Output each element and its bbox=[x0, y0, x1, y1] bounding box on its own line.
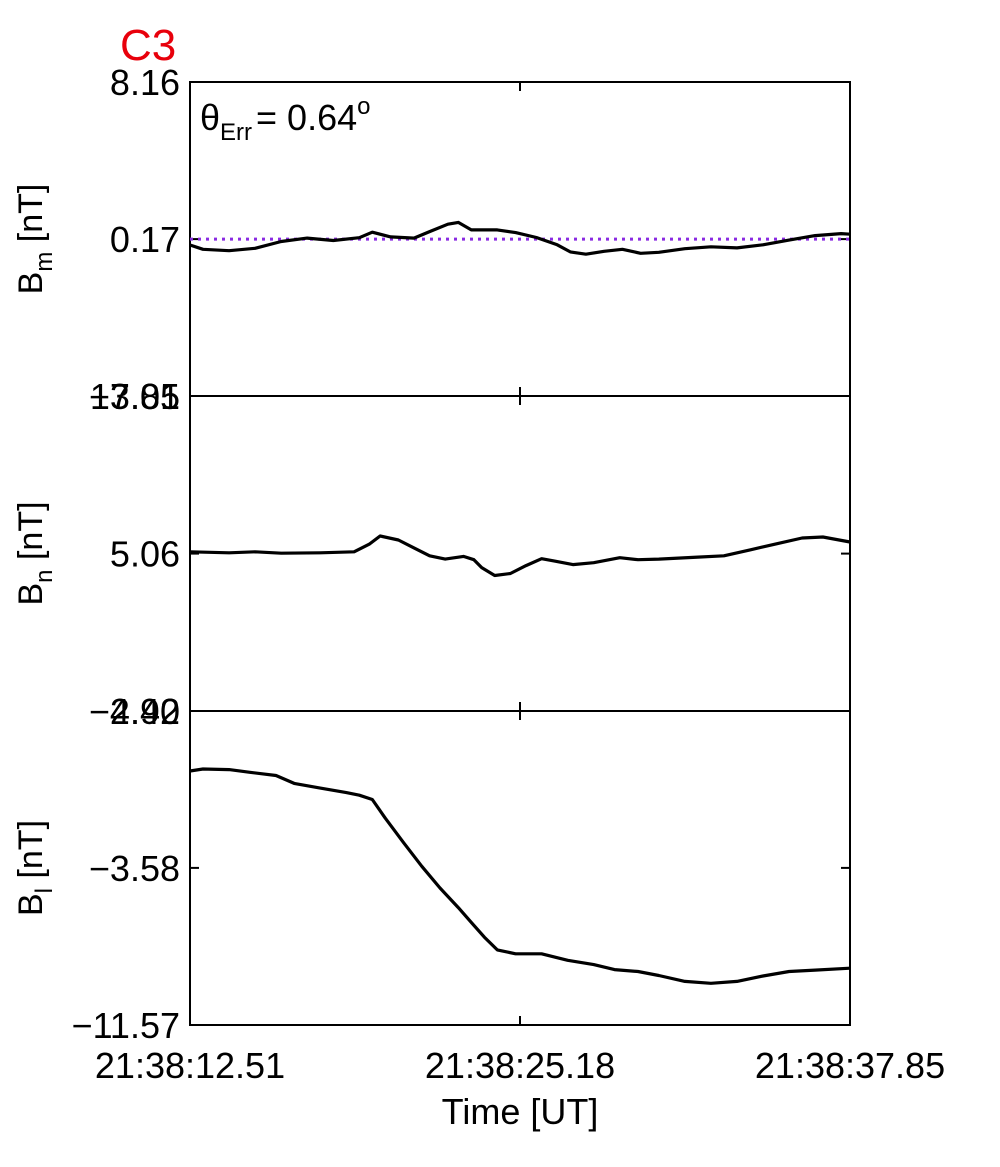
y-axis-label-main: B bbox=[12, 583, 50, 606]
y-tick-label: 5.06 bbox=[110, 534, 180, 575]
x-tick-labels: 21:38:12.51 21:38:25.18 21:38:37.85 bbox=[95, 1045, 945, 1086]
y-tick-label: 0.17 bbox=[110, 219, 180, 260]
degree-symbol: o bbox=[357, 93, 370, 120]
panels: 8.16 0.17 −7.81 Bm [nT] 13.05 5.06 −2.92 Bn [nT… bbox=[12, 62, 851, 1046]
x-tick-label: 21:38:12.51 bbox=[95, 1045, 285, 1086]
y-axis-label-unit: [nT] bbox=[12, 820, 50, 888]
panel-2: 13.05 5.06 −2.92 Bn [nT] bbox=[12, 376, 851, 732]
theta-error-annotation: θErr = 0.64o bbox=[200, 93, 370, 146]
series-line bbox=[189, 767, 851, 985]
y-axis-label-main: B bbox=[12, 893, 50, 916]
y-axis-label-unit: [nT] bbox=[12, 501, 50, 569]
y-axis-label-sub: l bbox=[31, 888, 58, 893]
y-tick-label: 8.16 bbox=[110, 62, 180, 103]
series-line bbox=[189, 534, 851, 578]
y-tick-label: 4.40 bbox=[110, 691, 180, 732]
y-axis-label: Bn [nT] bbox=[12, 501, 58, 605]
y-tick-label: 13.05 bbox=[90, 376, 180, 417]
panel-1: 8.16 0.17 −7.81 Bm [nT] bbox=[12, 62, 851, 417]
x-tick-label: 21:38:25.18 bbox=[425, 1045, 615, 1086]
figure-title: C3 bbox=[120, 21, 176, 70]
y-tick-label: −2.92 bbox=[89, 691, 180, 732]
y-tick-label: −7.81 bbox=[89, 376, 180, 417]
y-axis-label-unit: [nT] bbox=[12, 184, 50, 252]
theta-subscript: Err bbox=[220, 119, 252, 146]
x-axis-label: Time [UT] bbox=[442, 1091, 599, 1132]
series-line bbox=[189, 220, 851, 256]
y-axis-label: Bl [nT] bbox=[12, 820, 58, 916]
y-tick-label: −3.58 bbox=[89, 848, 180, 889]
theta-symbol: θ bbox=[200, 97, 220, 138]
x-tick-label: 21:38:37.85 bbox=[755, 1045, 945, 1086]
theta-value: = 0.64 bbox=[256, 97, 357, 138]
y-axis-label-sub: m bbox=[31, 252, 58, 272]
y-axis-label-sub: n bbox=[31, 569, 58, 582]
y-axis-label: Bm [nT] bbox=[12, 184, 58, 295]
y-tick-label: −11.57 bbox=[72, 1005, 180, 1046]
panel-3: 4.40 −3.58 −11.57 Bl [nT] bbox=[12, 691, 851, 1046]
y-axis-label-main: B bbox=[12, 272, 50, 295]
